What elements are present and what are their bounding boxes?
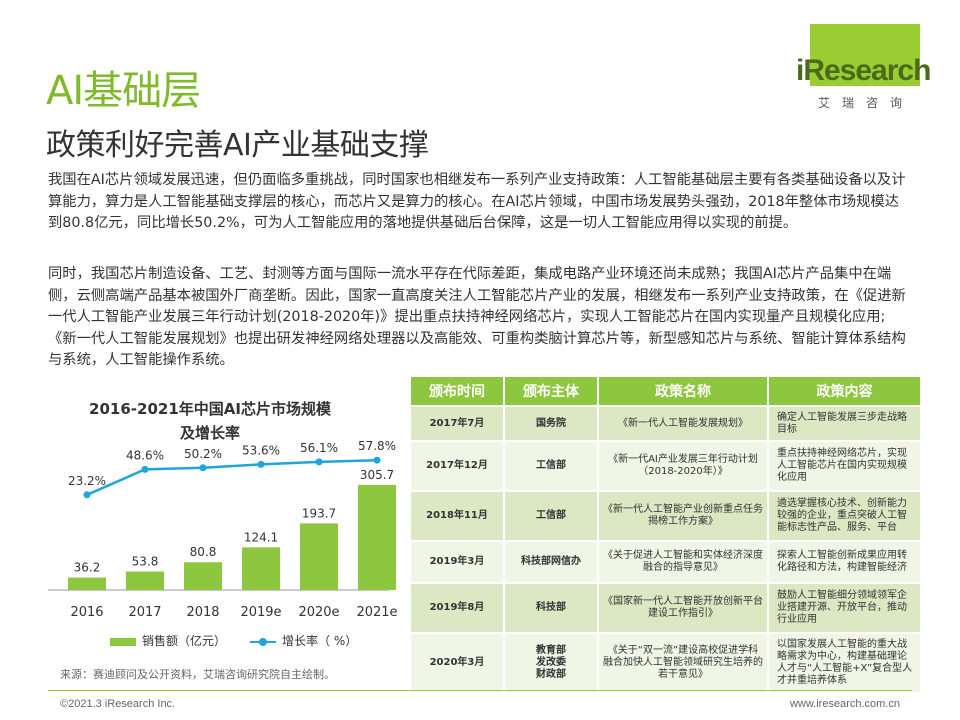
x-tick-label: 2016 xyxy=(70,605,103,620)
bar-label: 53.8 xyxy=(132,555,159,569)
cell-policy-content: 确定人工智能发展三步走战略目标 xyxy=(767,405,922,442)
chart-title: 2016-2021年中国AI芯片市场规模 xyxy=(89,400,331,418)
cell-policy-content: 重点扶持神经网络芯片，实现人工智能芯片在国内实现规模化应用 xyxy=(767,440,922,492)
growth-label: 53.6% xyxy=(242,443,280,457)
x-tick-label: 2021e xyxy=(356,605,397,620)
bar-2017 xyxy=(126,571,164,590)
cell-org: 科技部网信办 xyxy=(503,540,599,584)
footer-divider xyxy=(48,690,912,691)
growth-label: 48.6% xyxy=(126,448,164,462)
x-tick-label: 2018 xyxy=(186,605,219,620)
growth-point xyxy=(315,458,323,466)
policy-table-header: 颁布时间 颁布主体 政策名称 政策内容 xyxy=(409,375,922,407)
growth-point xyxy=(83,491,91,499)
growth-point xyxy=(141,465,149,473)
growth-point xyxy=(257,460,265,468)
growth-label: 23.2% xyxy=(68,474,106,488)
cell-policy-content: 以国家发展人工智能的重大战略需求为中心，构建基础理论人才与“人工智能+X”复合型… xyxy=(767,632,922,694)
footer-website: www.iresearch.com.cn xyxy=(789,698,900,710)
table-row: 2017年12月 工信部 《新一代AI产业发展三年行动计划（2018-2020年… xyxy=(409,440,922,492)
growth-point xyxy=(199,464,207,472)
header-org: 颁布主体 xyxy=(503,375,599,407)
cell-policy-name: 《国家新一代人工智能开放创新平台建设工作指引》 xyxy=(597,582,769,634)
bar-2018 xyxy=(184,562,222,590)
cell-policy-content: 探索人工智能创新成果应用转化路径和方法，构建智能经济 xyxy=(767,540,922,584)
x-tick-label: 2020e xyxy=(298,605,339,620)
bar-label: 36.2 xyxy=(74,561,101,575)
growth-label: 50.2% xyxy=(184,447,222,461)
table-row: 2019年3月 科技部网信办 《关于促进人工智能和实体经济深度融合的指导意见》 … xyxy=(409,540,922,584)
policy-table: 颁布时间 颁布主体 政策名称 政策内容 2017年7月 国务院 《新一代人工智能… xyxy=(409,375,922,694)
logo-green-block xyxy=(810,24,920,86)
cell-policy-name: 《关于“双一流”建设高校促进学科融合加快人工智能领域研究生培养的若干意见》 xyxy=(597,632,769,694)
page-subtitle: 政策利好完善AI产业基础支撑 xyxy=(46,128,429,163)
growth-line xyxy=(86,458,378,496)
cell-time: 2018年11月 xyxy=(409,490,505,542)
market-size-chart: 36.2 2016 53.8 2017 80.8 2018 124.1 2019e 193.7 2… xyxy=(48,440,398,620)
bar-label: 80.8 xyxy=(190,545,217,559)
cell-time: 2017年12月 xyxy=(409,440,505,492)
bar-2019e xyxy=(242,547,280,590)
page-title: AI基础层 xyxy=(46,68,201,114)
cell-policy-name: 《新一代AI产业发展三年行动计划（2018-2020年）》 xyxy=(597,440,769,492)
growth-point xyxy=(373,456,381,464)
legend-line-swatch xyxy=(250,637,276,646)
legend-item-growth: 增长率（ %） xyxy=(250,632,357,649)
bar-label: 124.1 xyxy=(244,530,278,544)
bar-label: 193.7 xyxy=(302,506,336,520)
x-tick-label: 2017 xyxy=(128,605,161,620)
cell-org: 国务院 xyxy=(503,405,599,442)
cell-policy-name: 《关于促进人工智能和实体经济深度融合的指导意见》 xyxy=(597,540,769,584)
legend-bar-swatch xyxy=(110,637,136,646)
growth-label: 57.8% xyxy=(358,440,396,453)
cell-policy-name: 《新一代人工智能产业创新重点任务揭榜工作方案》 xyxy=(597,490,769,542)
intro-paragraph-1: 我国在AI芯片领域发展迅速，但仍面临多重挑战，同时国家也相继发布一系列产业支持政… xyxy=(48,172,906,231)
cell-time: 2019年8月 xyxy=(409,582,505,634)
source-note: 来源：赛迪顾问及公开资料，艾瑞咨询研究院自主绘制。 xyxy=(60,668,335,681)
cell-policy-content: 鼓励人工智能细分领域领军企业搭建开源、开放平台，推动行业应用 xyxy=(767,582,922,634)
logo-chinese-text: 艾瑞咨询 xyxy=(818,96,915,110)
footer-copyright: ©2021.3 iResearch Inc. xyxy=(60,698,176,710)
cell-time: 2020年3月 xyxy=(409,632,505,694)
header-time: 颁布时间 xyxy=(409,375,505,407)
cell-org: 科技部 xyxy=(503,582,599,634)
header-name: 政策名称 xyxy=(597,375,769,407)
cell-time: 2017年7月 xyxy=(409,405,505,442)
header-content: 政策内容 xyxy=(767,375,922,407)
logo-brand-text: iResearch xyxy=(796,54,931,87)
table-row: 2019年8月 科技部 《国家新一代人工智能开放创新平台建设工作指引》 鼓励人工… xyxy=(409,582,922,634)
intro-paragraph-2: 同时，我国芯片制造设备、工艺、封测等方面与国际一流水平存在代际差距，集成电路产业… xyxy=(48,266,906,368)
bar-2020e xyxy=(300,523,338,590)
cell-org: 工信部 xyxy=(503,490,599,542)
table-row: 2018年11月 工信部 《新一代人工智能产业创新重点任务揭榜工作方案》 遴选掌… xyxy=(409,490,922,542)
cell-policy-content: 遴选掌握核心技术、创新能力较强的企业，重点突破人工智能标志性产品、服务、平台 xyxy=(767,490,922,542)
table-row: 2017年7月 国务院 《新一代人工智能发展规划》 确定人工智能发展三步走战略目… xyxy=(409,405,922,442)
cell-org: 教育部 发改委 财政部 xyxy=(503,632,599,694)
bar-label: 305.7 xyxy=(360,468,394,482)
iresearch-logo: iResearch 艾瑞咨询 xyxy=(792,24,931,120)
cell-policy-name: 《新一代人工智能发展规划》 xyxy=(597,405,769,442)
bar-2016 xyxy=(68,577,106,590)
legend-sales-label: 销售额（亿元） xyxy=(142,634,227,648)
bar-2021e xyxy=(358,484,396,590)
legend-item-sales: 销售额（亿元） xyxy=(110,632,226,649)
chart-title-line2: 及增长率 xyxy=(179,424,240,442)
x-tick-label: 2019e xyxy=(240,605,281,620)
legend-growth-label: 增长率（ %） xyxy=(282,634,358,648)
cell-time: 2019年3月 xyxy=(409,540,505,584)
growth-label: 56.1% xyxy=(300,441,338,455)
cell-org: 工信部 xyxy=(503,440,599,492)
table-row: 2020年3月 教育部 发改委 财政部 《关于“双一流”建设高校促进学科融合加快… xyxy=(409,632,922,694)
